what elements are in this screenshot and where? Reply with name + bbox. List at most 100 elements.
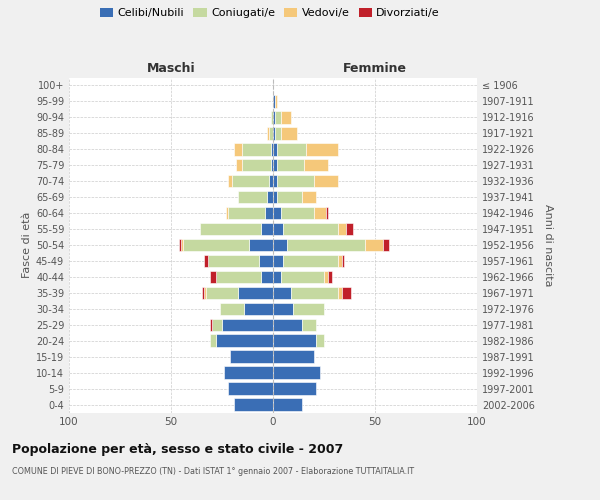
Text: Popolazione per età, sesso e stato civile - 2007: Popolazione per età, sesso e stato civil…	[12, 442, 343, 456]
Bar	[273, 111, 275, 124]
Bar	[271, 143, 273, 156]
Bar	[242, 159, 271, 172]
Bar	[271, 111, 273, 124]
Bar	[230, 350, 273, 363]
Bar	[283, 254, 338, 267]
Bar	[267, 191, 273, 203]
Bar	[273, 286, 292, 299]
Bar	[314, 207, 326, 220]
Bar	[269, 175, 273, 188]
Bar	[232, 175, 269, 188]
Bar	[248, 239, 273, 251]
Bar	[212, 318, 222, 331]
Bar	[210, 270, 216, 283]
Text: Maschi: Maschi	[146, 62, 196, 75]
Bar	[383, 239, 389, 251]
Bar	[293, 302, 324, 315]
Bar	[283, 223, 338, 235]
Bar	[273, 95, 275, 108]
Y-axis label: Anni di nascita: Anni di nascita	[543, 204, 553, 286]
Bar	[181, 239, 183, 251]
Bar	[228, 207, 265, 220]
Bar	[234, 143, 242, 156]
Bar	[324, 270, 328, 283]
Bar	[216, 334, 273, 347]
Bar	[269, 127, 273, 140]
Bar	[220, 302, 244, 315]
Bar	[236, 159, 242, 172]
Bar	[273, 159, 277, 172]
Bar	[273, 318, 302, 331]
Bar	[228, 175, 232, 188]
Bar	[203, 286, 206, 299]
Bar	[208, 254, 259, 267]
Bar	[273, 382, 316, 395]
Bar	[273, 143, 277, 156]
Bar	[273, 334, 316, 347]
Bar	[273, 254, 283, 267]
Bar	[304, 159, 328, 172]
Bar	[292, 286, 338, 299]
Bar	[261, 270, 273, 283]
Bar	[238, 286, 273, 299]
Bar	[222, 318, 273, 331]
Bar	[261, 223, 273, 235]
Bar	[365, 239, 383, 251]
Bar	[275, 95, 277, 108]
Bar	[210, 334, 216, 347]
Bar	[281, 127, 298, 140]
Bar	[281, 270, 324, 283]
Bar	[328, 270, 332, 283]
Bar	[242, 143, 271, 156]
Bar	[277, 159, 304, 172]
Bar	[273, 207, 281, 220]
Bar	[265, 207, 273, 220]
Bar	[206, 286, 238, 299]
Bar	[343, 254, 344, 267]
Bar	[179, 239, 181, 251]
Bar	[275, 127, 281, 140]
Bar	[287, 239, 365, 251]
Bar	[277, 175, 314, 188]
Text: COMUNE DI PIEVE DI BONO-PREZZO (TN) - Dati ISTAT 1° gennaio 2007 - Elaborazione : COMUNE DI PIEVE DI BONO-PREZZO (TN) - Da…	[12, 468, 414, 476]
Bar	[273, 239, 287, 251]
Bar	[346, 223, 353, 235]
Bar	[203, 254, 208, 267]
Bar	[200, 223, 261, 235]
Bar	[273, 191, 277, 203]
Y-axis label: Fasce di età: Fasce di età	[22, 212, 32, 278]
Bar	[273, 350, 314, 363]
Bar	[224, 366, 273, 379]
Bar	[302, 191, 316, 203]
Bar	[281, 207, 314, 220]
Bar	[338, 223, 346, 235]
Bar	[259, 254, 273, 267]
Bar	[238, 191, 267, 203]
Bar	[281, 111, 292, 124]
Bar	[305, 143, 338, 156]
Bar	[271, 159, 273, 172]
Bar	[202, 286, 203, 299]
Bar	[314, 175, 338, 188]
Bar	[302, 318, 316, 331]
Bar	[273, 302, 293, 315]
Legend: Celibi/Nubili, Coniugati/e, Vedovi/e, Divorziati/e: Celibi/Nubili, Coniugati/e, Vedovi/e, Di…	[98, 6, 442, 20]
Bar	[277, 191, 302, 203]
Bar	[277, 143, 305, 156]
Bar	[244, 302, 273, 315]
Bar	[273, 175, 277, 188]
Bar	[226, 207, 228, 220]
Bar	[267, 127, 269, 140]
Bar	[234, 398, 273, 410]
Bar	[275, 111, 281, 124]
Bar	[273, 223, 283, 235]
Bar	[273, 366, 320, 379]
Bar	[216, 270, 261, 283]
Bar	[210, 318, 212, 331]
Bar	[343, 286, 350, 299]
Bar	[273, 127, 275, 140]
Bar	[338, 286, 343, 299]
Bar	[273, 270, 281, 283]
Text: Femmine: Femmine	[343, 62, 407, 75]
Bar	[228, 382, 273, 395]
